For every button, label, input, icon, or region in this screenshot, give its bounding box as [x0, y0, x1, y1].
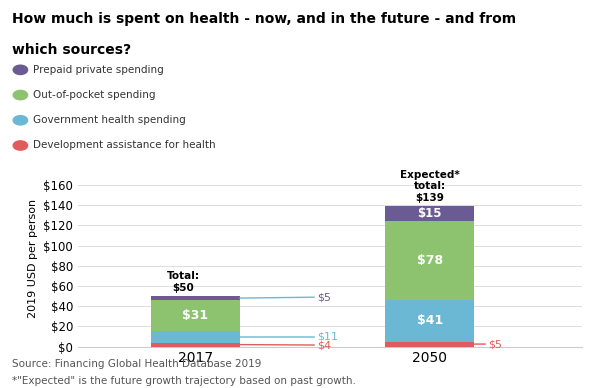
Text: How much is spent on health - now, and in the future - and from: How much is spent on health - now, and i… [12, 12, 516, 26]
Bar [151, 343, 240, 346]
Bar [385, 341, 474, 346]
Bar [151, 331, 240, 343]
Text: $15: $15 [418, 207, 442, 220]
Bar [385, 221, 474, 300]
Text: $78: $78 [416, 254, 443, 267]
Text: Expected*
total:
$139: Expected* total: $139 [400, 170, 460, 203]
Text: Prepaid private spending: Prepaid private spending [33, 65, 164, 75]
Text: Source: Financing Global Health Database 2019: Source: Financing Global Health Database… [12, 359, 262, 369]
Text: which sources?: which sources? [12, 43, 131, 57]
Text: Development assistance for health: Development assistance for health [33, 140, 215, 151]
Text: $5: $5 [240, 292, 331, 302]
Bar [385, 300, 474, 341]
Text: $31: $31 [182, 309, 208, 322]
Text: *"Expected" is the future growth trajectory based on past growth.: *"Expected" is the future growth traject… [12, 376, 356, 386]
Bar [151, 296, 240, 300]
Text: $11: $11 [240, 332, 338, 342]
Text: Government health spending: Government health spending [33, 115, 186, 125]
Text: $41: $41 [416, 314, 443, 327]
Text: $5: $5 [474, 339, 502, 349]
Text: Total:
$50: Total: $50 [167, 272, 200, 293]
Y-axis label: 2019 USD per person: 2019 USD per person [28, 199, 38, 318]
Bar [151, 300, 240, 331]
Text: $4: $4 [240, 340, 331, 350]
Bar [385, 206, 474, 221]
Text: Out-of-pocket spending: Out-of-pocket spending [33, 90, 155, 100]
